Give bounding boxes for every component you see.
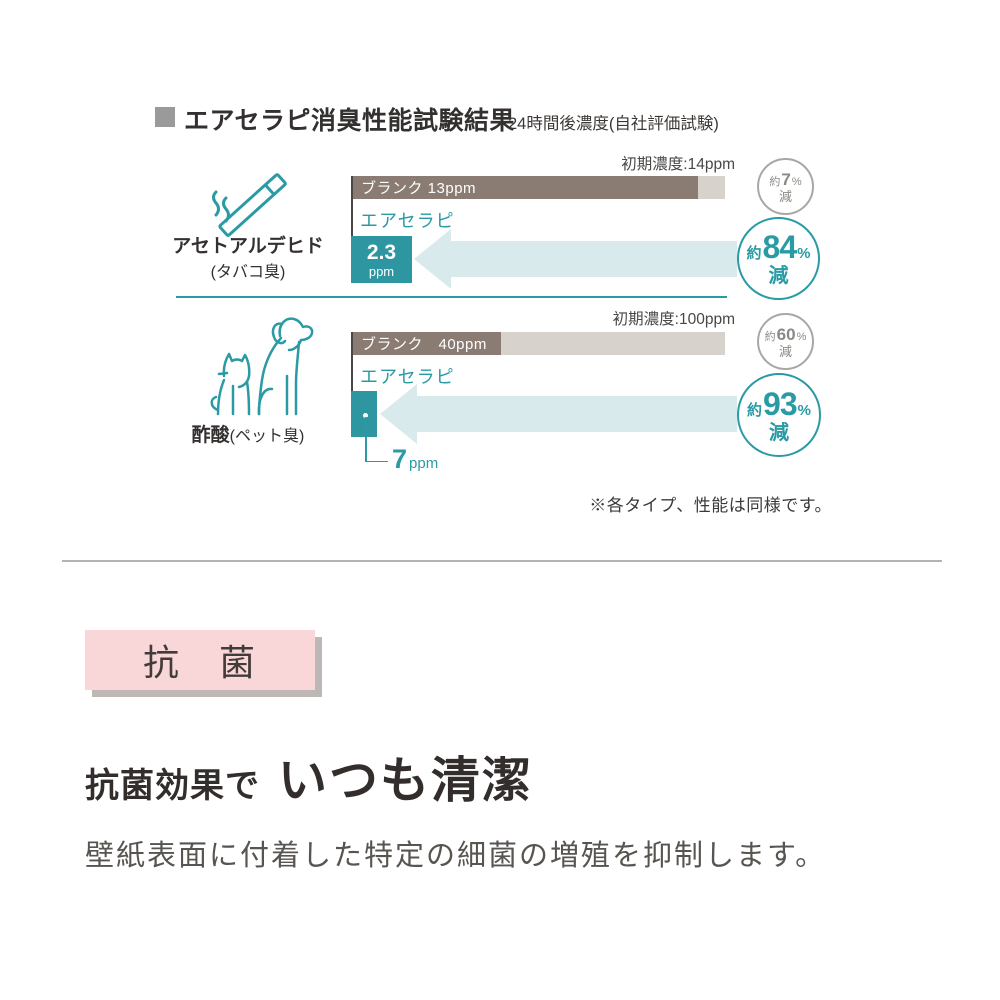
row2-product-label: エアセラピ	[360, 367, 455, 387]
blank-bar-fill: ブランク 40ppm	[351, 332, 501, 355]
row2-product-reduction-badge: 約 93 % 減	[737, 373, 821, 457]
row2-result-unit: ppm	[409, 455, 439, 472]
row2-axis-line	[351, 332, 353, 437]
row2-result-callout: 7 ppm	[392, 444, 438, 475]
row2-blank-reduction-badge: 約 60 % 減	[757, 313, 814, 370]
chart-subtitle: 24時間後濃度(自社評価試験)	[508, 115, 719, 133]
badge-value: 84	[762, 229, 798, 265]
badge-prefix: 約	[746, 245, 762, 262]
badge-percent: %	[796, 330, 807, 343]
badge-suffix: 減	[768, 265, 789, 287]
badge-percent: %	[797, 245, 811, 262]
row1-blank-reduction-badge: 約 7 % 減	[757, 158, 814, 215]
cat-dog-icon	[210, 317, 314, 416]
section-divider-line	[62, 560, 942, 562]
result-box: 2.3 ppm	[351, 236, 412, 283]
badge-value: 7	[781, 169, 791, 189]
heading-small-text: 抗菌効果で	[85, 767, 260, 805]
row1-category-name: アセトアルデヒド	[172, 236, 324, 257]
row1-product-label: エアセラピ	[360, 211, 455, 231]
antibacterial-badge: 抗 菌	[85, 630, 315, 690]
badge-prefix: 約	[747, 401, 763, 419]
row1-category-label: アセトアルデヒド (タバコ臭)	[160, 231, 336, 282]
row1-blank-label: ブランク 13ppm	[361, 180, 477, 197]
row1-axis-line	[351, 176, 353, 283]
square-bullet-icon	[155, 107, 175, 127]
row2-category-name: 酢酸	[191, 425, 230, 446]
badge-suffix: 減	[778, 188, 792, 204]
antibacterial-description: 壁紙表面に付着した特定の細菌の増殖を抑制します。	[85, 840, 827, 872]
blank-bar-fill: ブランク 13ppm	[351, 176, 699, 199]
badge-suffix: 減	[769, 421, 789, 444]
row1-reduction-arrow	[414, 229, 737, 289]
row1-result-unit: ppm	[368, 263, 395, 279]
badge-value: 60	[776, 324, 796, 344]
row1-initial-concentration: 初期濃度:14ppm	[621, 156, 735, 173]
row1-blank-bar: ブランク 13ppm	[351, 176, 725, 199]
row2-blank-bar: ブランク 40ppm	[351, 332, 725, 355]
row1-result-value: 2.3	[366, 240, 397, 264]
chart-note: ※各タイプ、性能は同様です。	[589, 496, 832, 515]
badge-suffix: 減	[778, 343, 792, 359]
antibacterial-heading: 抗菌効果で いつも清潔	[85, 741, 533, 812]
row2-category-label: 酢酸(ペット臭)	[160, 420, 336, 447]
row-divider-line	[176, 296, 727, 298]
row1-category-note: (タバコ臭)	[210, 264, 286, 281]
badge-value: 93	[763, 385, 798, 422]
row2-result-value: 7	[392, 444, 408, 474]
chart-title: エアセラピ消臭性能試験結果	[184, 107, 516, 135]
row2-callout-line-horizontal	[365, 460, 388, 462]
badge-percent: %	[797, 401, 811, 419]
row2-blank-label: ブランク 40ppm	[361, 336, 487, 353]
row2-callout-dot	[363, 413, 368, 418]
cigarette-icon	[212, 173, 287, 237]
row2-category-note: (ペット臭)	[229, 428, 305, 445]
badge-prefix: 約	[764, 330, 776, 343]
row2-callout-line-vertical	[365, 417, 367, 462]
row2-reduction-arrow	[380, 384, 737, 444]
row1-product-reduction-badge: 約 84 % 減	[737, 217, 820, 300]
badge-percent: %	[791, 175, 802, 188]
badge-prefix: 約	[769, 175, 781, 188]
row2-initial-concentration: 初期濃度:100ppm	[612, 311, 735, 328]
heading-large-text: いつも清潔	[278, 754, 534, 808]
